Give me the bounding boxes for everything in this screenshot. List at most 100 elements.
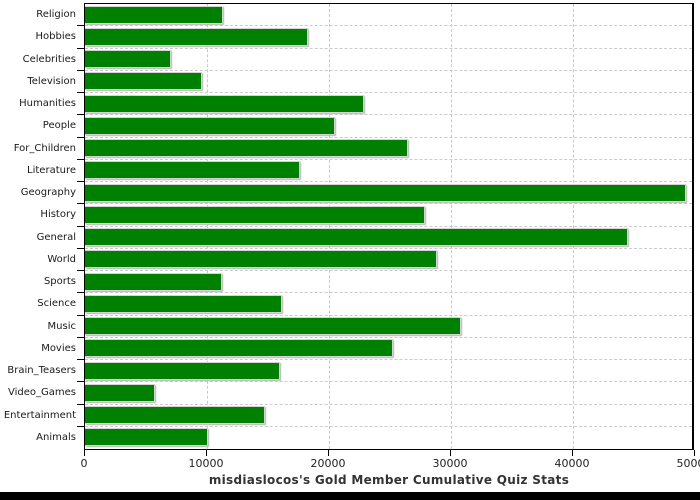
bar [85, 72, 202, 91]
bar [85, 272, 223, 291]
bar-row [85, 405, 692, 427]
y-axis-tick [77, 425, 84, 427]
category-label: For_Children [13, 142, 76, 154]
y-axis-tick [77, 47, 84, 49]
y-axis-tick [77, 247, 84, 249]
category-label: Religion [36, 9, 76, 20]
bar [85, 205, 425, 224]
bar [85, 5, 224, 24]
x-axis-tick [328, 450, 329, 456]
bar [85, 317, 462, 335]
bar [85, 183, 686, 202]
x-axis-tick [572, 450, 573, 456]
y-axis-tick [77, 136, 84, 138]
bar [85, 139, 408, 157]
bar-row [85, 316, 692, 338]
x-axis-tick-label: 50000 [676, 457, 700, 470]
x-axis-tick [84, 450, 85, 456]
bar-row [85, 71, 692, 93]
y-axis-tick [77, 336, 84, 338]
category-label: General [36, 231, 76, 243]
bar [85, 294, 282, 313]
bar-row [85, 227, 692, 249]
x-axis-tick-label: 0 [80, 457, 88, 470]
bar [85, 428, 208, 447]
y-axis-tick [77, 270, 84, 271]
x-axis-tick-label: 30000 [432, 457, 468, 470]
y-axis-tick [77, 181, 84, 182]
bar-row [85, 49, 692, 71]
category-label: Animals [36, 431, 76, 443]
gridline-vertical [573, 4, 574, 449]
bar-row [85, 4, 692, 27]
category-label: Entertainment [3, 409, 76, 421]
category-label: Movies [41, 342, 76, 354]
bar-row [85, 182, 692, 205]
category-label: Science [37, 298, 76, 310]
x-axis-tick-label: 20000 [310, 457, 346, 470]
x-axis-tick [206, 450, 207, 456]
gridline-vertical [329, 4, 330, 449]
window-bottom-border [0, 492, 700, 500]
bar-row [85, 293, 692, 316]
category-label: History [40, 209, 76, 221]
y-axis-tick [77, 225, 84, 227]
bar [85, 116, 336, 135]
bar [85, 250, 438, 269]
category-label: Brain_Teasers [7, 365, 76, 376]
bar-row [85, 427, 692, 449]
x-axis-tick [450, 450, 451, 456]
y-axis-tick [77, 25, 84, 27]
bar [85, 228, 628, 246]
y-axis-tick [77, 381, 84, 383]
category-label: Hobbies [35, 31, 76, 43]
category-label: Music [47, 320, 76, 332]
bar-row [85, 26, 692, 49]
bar [85, 161, 300, 180]
x-axis-tick [694, 450, 695, 456]
bar [85, 27, 309, 46]
y-axis-tick [77, 292, 84, 294]
bar [85, 50, 172, 68]
bar-row [85, 271, 692, 294]
bar-row [85, 204, 692, 227]
bar-row [85, 115, 692, 138]
category-label: Video_Games [8, 387, 76, 399]
y-axis-tick [77, 314, 84, 316]
bar-row [85, 382, 692, 405]
plot-area [84, 3, 694, 450]
bar-row [85, 138, 692, 160]
bar-row [85, 360, 692, 383]
category-label: People [42, 120, 76, 132]
category-label: Humanities [19, 98, 76, 109]
bar-row [85, 160, 692, 182]
y-axis-tick [77, 158, 84, 160]
gridline-vertical [451, 4, 452, 449]
x-axis-tick-label: 10000 [188, 457, 224, 470]
y-axis-tick [77, 92, 84, 93]
category-label: Celebrities [22, 53, 76, 65]
bar-row [85, 338, 692, 360]
gridline-vertical [207, 4, 208, 449]
category-label: Sports [43, 276, 76, 287]
bar-row [85, 249, 692, 271]
bar [85, 339, 394, 358]
category-label: Literature [27, 164, 76, 176]
bar [85, 361, 281, 380]
bar [85, 383, 156, 402]
bar-row [85, 93, 692, 116]
y-axis-tick [77, 69, 84, 71]
bar [85, 94, 365, 113]
category-label: World [47, 253, 76, 265]
y-axis-tick [77, 403, 84, 405]
bar [85, 406, 265, 424]
category-label: Television [27, 75, 76, 87]
category-label: Geography [20, 187, 76, 198]
chart-title: misdiaslocos's Gold Member Cumulative Qu… [208, 473, 570, 487]
y-axis-tick [77, 203, 84, 205]
x-axis-tick-label: 40000 [554, 457, 590, 470]
y-axis-tick [77, 114, 84, 116]
bar-rows [85, 4, 692, 449]
y-axis-tick [77, 359, 84, 360]
